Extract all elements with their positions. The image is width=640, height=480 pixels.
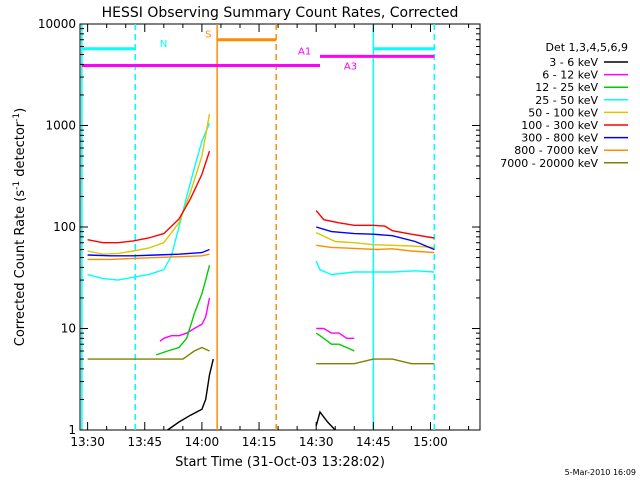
series-line — [87, 113, 211, 255]
legend-label: 800 - 7000 keV — [514, 144, 598, 157]
x-axis-label: Start Time (31-Oct-03 13:28:02) — [175, 455, 385, 470]
series-line — [87, 150, 211, 244]
legend-label: 25 - 50 keV — [535, 94, 598, 107]
annotation-label: S — [205, 30, 211, 41]
series-line — [167, 358, 214, 431]
series-line — [316, 327, 355, 339]
legend-label: 100 - 300 keV — [521, 119, 598, 132]
series-line — [155, 265, 211, 356]
x-tick-label: 14:45 — [356, 435, 391, 449]
legend-label: 6 - 12 keV — [542, 69, 598, 82]
chart-title: HESSI Observing Summary Count Rates, Cor… — [102, 5, 459, 21]
y-tick-label: 100 — [53, 220, 76, 234]
series-line — [315, 260, 435, 276]
footer-timestamp: 5-Mar-2010 16:09 — [565, 468, 636, 477]
annotation-label: A3 — [344, 62, 357, 73]
series-line — [87, 248, 210, 257]
legend-label: 3 - 6 keV — [549, 56, 598, 69]
y-tick-label: 10000 — [38, 17, 76, 31]
x-tick-label: 14:00 — [185, 435, 220, 449]
series-line — [159, 297, 211, 342]
annotation-label: N — [160, 39, 167, 50]
y-tick-label: 1 — [68, 423, 76, 437]
legend-title: Det 1,3,4,5,6,9 — [545, 41, 628, 54]
series-line — [87, 253, 210, 261]
series-line — [315, 210, 435, 239]
series-line — [315, 231, 435, 249]
x-tick-label: 13:30 — [70, 435, 105, 449]
x-tick-label: 14:30 — [299, 435, 334, 449]
plot-frame — [79, 23, 481, 431]
series-line — [87, 346, 210, 360]
y-axis-label: Corrected Count Rate (s-1 detector-1) — [12, 108, 28, 346]
series-line — [315, 410, 336, 431]
y-tick-label: 1000 — [45, 119, 76, 133]
series-line — [316, 244, 435, 254]
x-tick-label: 14:15 — [242, 435, 277, 449]
legend-label: 50 - 100 keV — [528, 106, 598, 119]
y-tick-label: 10 — [61, 322, 76, 336]
x-tick-label: 15:00 — [413, 435, 448, 449]
x-tick-label: 13:45 — [127, 435, 162, 449]
annotation-label: A1 — [298, 46, 311, 57]
series-line — [316, 358, 435, 365]
legend-label: 300 - 800 keV — [521, 132, 598, 145]
legend-label: 7000 - 20000 keV — [500, 157, 598, 170]
series-line — [315, 332, 355, 352]
series-line — [87, 123, 211, 281]
series-line — [315, 226, 435, 251]
legend-label: 12 - 25 keV — [535, 81, 598, 94]
